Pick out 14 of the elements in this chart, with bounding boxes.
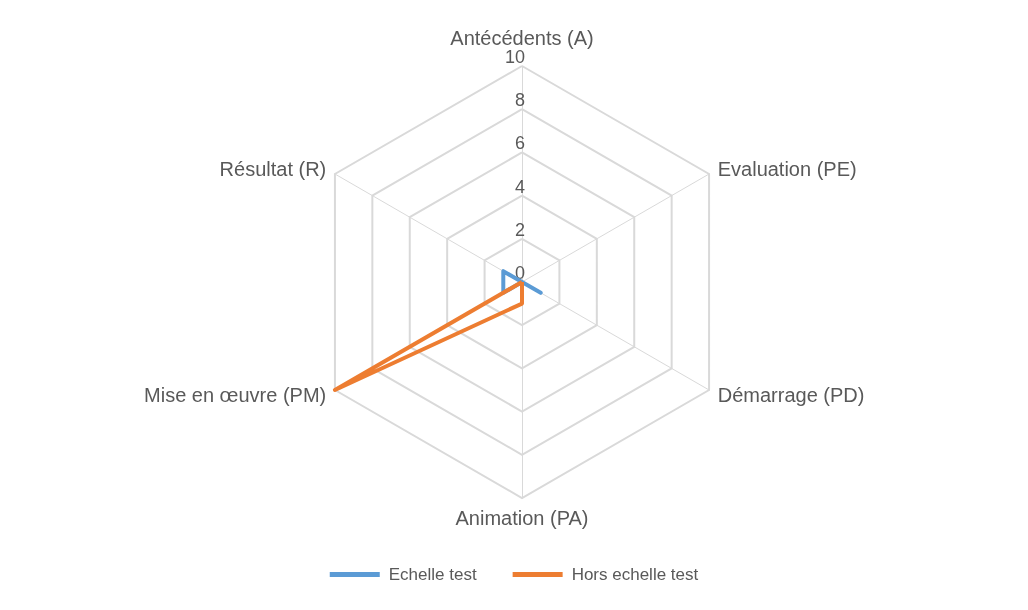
y-tick-label: 10 <box>504 47 525 67</box>
legend-label: Hors echelle test <box>571 565 699 584</box>
spoke-label: Animation (PA) <box>455 507 589 529</box>
spoke-label: Démarrage (PD) <box>717 384 865 406</box>
y-tick-label: 4 <box>514 176 525 197</box>
y-tick-label: 2 <box>514 219 525 240</box>
spoke-label: Evaluation (PE) <box>717 158 857 180</box>
legend-label: Echelle test <box>388 565 477 584</box>
y-tick-label: 6 <box>514 133 525 154</box>
y-tick-label: 8 <box>514 90 525 111</box>
spoke-label: Résultat (R) <box>219 158 327 180</box>
spoke-label: Antécédents (A) <box>450 27 594 50</box>
y-tick-label: 0 <box>514 263 525 283</box>
spoke-label: Mise en œuvre (PM) <box>144 384 327 406</box>
